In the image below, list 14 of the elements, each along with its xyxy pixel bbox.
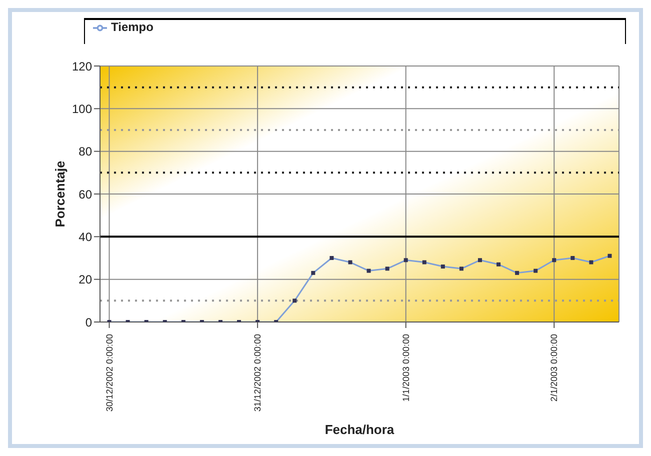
x-tick-label: 1/1/2003 0:00:00 [400, 334, 411, 402]
x-tick-label: 2/1/2003 0:00:00 [549, 334, 560, 402]
x-tick-label: 31/12/2002 0:00:00 [252, 334, 263, 412]
y-tick-label: 0 [85, 315, 92, 330]
y-tick-label: 80 [78, 144, 92, 159]
y-tick-label: 120 [72, 59, 92, 74]
y-tick-label: 60 [78, 187, 92, 202]
legend-label: Tiempo [111, 20, 154, 34]
x-tick-label: 30/12/2002 0:00:00 [104, 334, 114, 412]
y-tick-label: 40 [78, 230, 92, 244]
x-axis-title: Fecha/hora [324, 422, 395, 437]
y-axis-title: Porcentaje [52, 160, 68, 228]
y-tick-label: 20 [78, 272, 92, 287]
y-tick-label: 100 [72, 102, 92, 116]
